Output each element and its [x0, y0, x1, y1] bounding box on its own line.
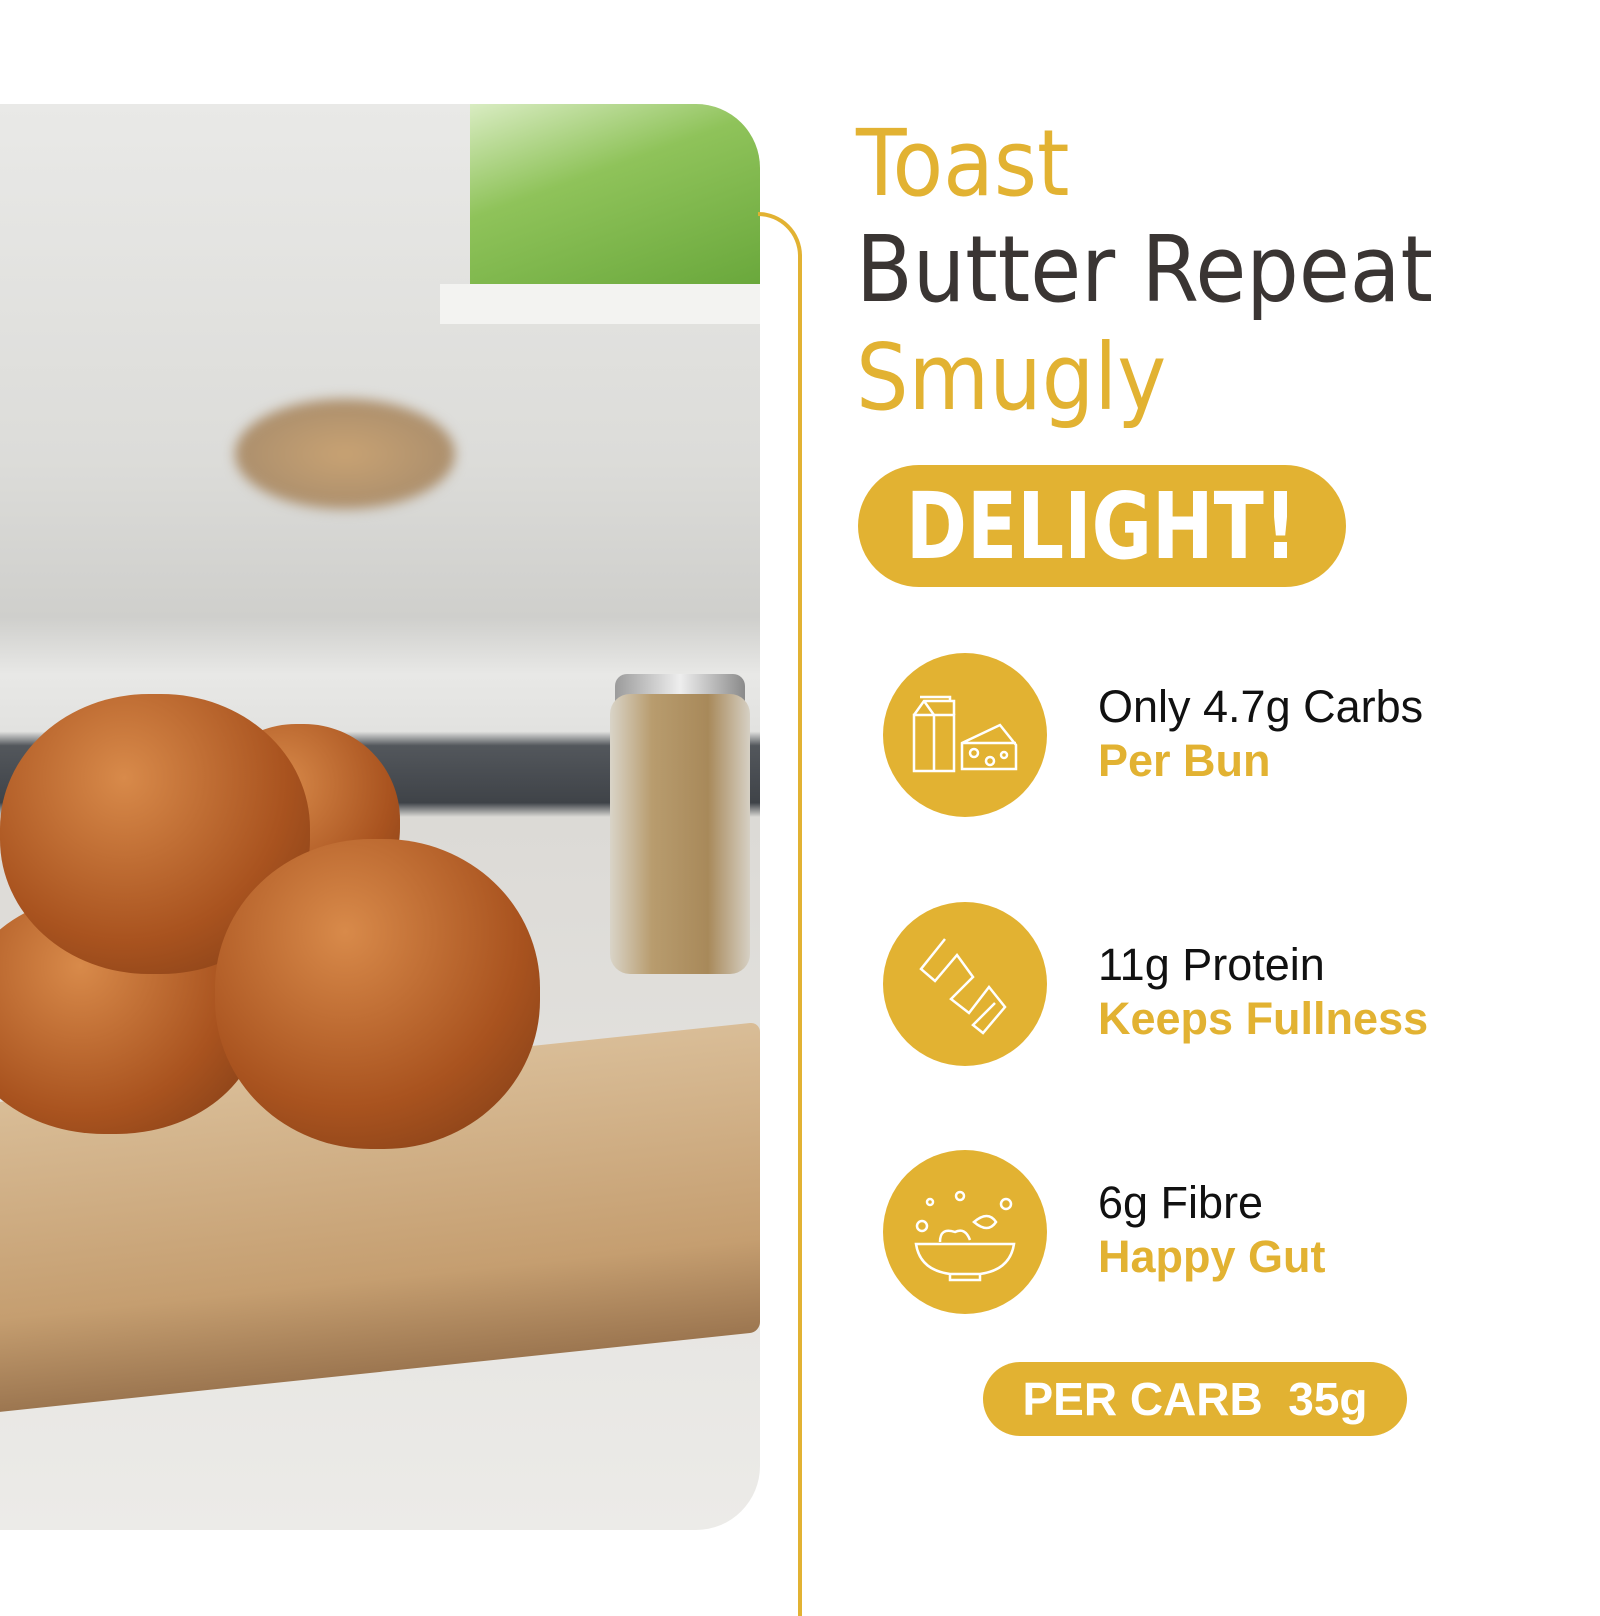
spice-jar — [610, 694, 750, 974]
per-carb-badge: PER CARB 35g — [983, 1362, 1407, 1436]
protein-ribbon-icon — [883, 902, 1047, 1066]
product-photo — [0, 104, 760, 1530]
milk-cheese-icon — [883, 653, 1047, 817]
feature-carbs: Only 4.7g Carbs Per Bun — [1098, 680, 1423, 788]
feature-protein: 11g Protein Keeps Fullness — [1098, 938, 1428, 1046]
bun — [215, 839, 540, 1149]
background-bread — [235, 399, 455, 509]
accent-divider-line — [758, 212, 802, 1616]
headline-line-2: Butter Repeat — [856, 216, 1433, 323]
feature-subtitle: Happy Gut — [1098, 1231, 1326, 1282]
window — [470, 104, 760, 284]
feature-title: Only 4.7g Carbs — [1098, 681, 1424, 732]
feature-subtitle: Keeps Fullness — [1098, 993, 1429, 1044]
salad-bowl-icon — [883, 1150, 1047, 1314]
headline-line-3: Smugly — [856, 324, 1167, 431]
feature-title: 6g Fibre — [1098, 1177, 1264, 1228]
delight-badge: DELIGHT! — [858, 465, 1346, 587]
delight-badge-text: DELIGHT! — [906, 472, 1298, 580]
headline-line-1: Toast — [856, 110, 1070, 217]
feature-title: 11g Protein — [1098, 939, 1325, 990]
feature-fibre: 6g Fibre Happy Gut — [1098, 1176, 1326, 1284]
feature-subtitle: Per Bun — [1098, 735, 1271, 786]
window-sill — [440, 284, 760, 324]
